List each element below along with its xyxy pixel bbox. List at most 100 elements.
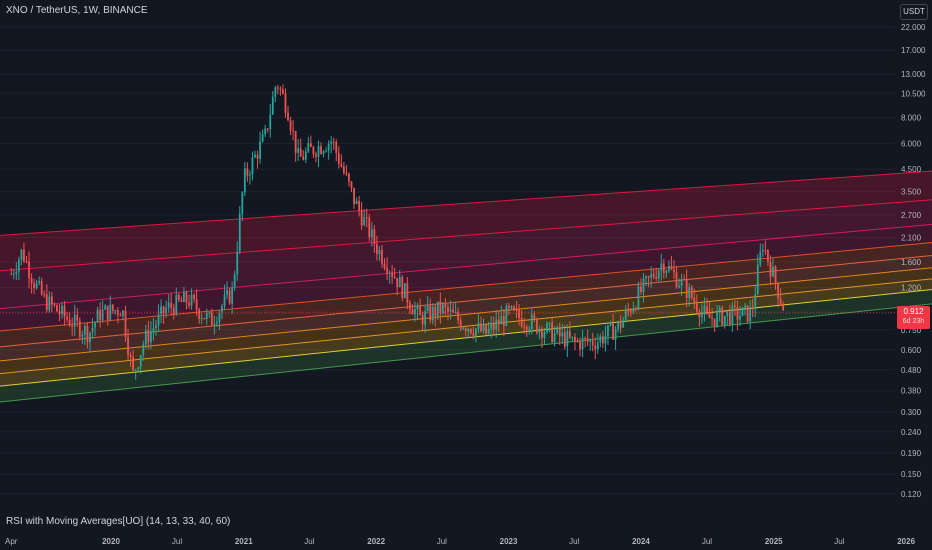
candle-body	[421, 315, 424, 325]
candle-body	[546, 323, 548, 333]
candle-body	[23, 249, 25, 262]
candle-body	[160, 306, 162, 315]
candle-body	[431, 306, 434, 321]
candle-body	[213, 323, 216, 326]
x-tick-label: Jul	[702, 537, 712, 546]
symbol-title: XNO / TetherUS, 1W, BINANCE	[6, 5, 148, 16]
candle-body	[249, 174, 251, 176]
candle-body	[238, 213, 241, 252]
candle-body	[398, 276, 401, 288]
candle-body	[96, 309, 99, 323]
candle-body	[640, 286, 642, 292]
candle-body	[150, 331, 152, 343]
candle-body	[127, 337, 129, 356]
candle-body	[282, 89, 284, 94]
candle-body	[86, 326, 89, 343]
candle-body	[754, 294, 757, 310]
candle-body	[353, 187, 355, 205]
band-line	[0, 199, 932, 272]
candle-body	[340, 163, 343, 167]
candle-body	[373, 229, 376, 245]
y-tick-label: 0.300	[901, 408, 922, 417]
candle-body	[668, 265, 670, 272]
candle-body	[749, 308, 752, 322]
band-fill	[0, 224, 932, 331]
candle-body	[739, 315, 741, 320]
candle-body	[515, 309, 518, 311]
y-tick-label: 1.200	[901, 284, 922, 293]
candle-body	[292, 130, 294, 132]
candle-body	[492, 323, 495, 330]
x-tick-label: Jul	[304, 537, 314, 546]
candle-body	[142, 344, 145, 356]
candle-body	[655, 277, 658, 279]
x-tick-label: Jul	[172, 537, 182, 546]
candle-body	[345, 172, 348, 174]
candle-body	[370, 229, 373, 238]
last-price: 0.912	[903, 307, 924, 316]
candle-body	[741, 307, 744, 316]
candle-body	[535, 318, 538, 333]
candle-body	[485, 324, 487, 334]
y-tick-label: 3.500	[901, 188, 922, 197]
candle-body	[309, 143, 312, 147]
candle-body	[193, 294, 195, 299]
candle-body	[772, 266, 774, 277]
candle-body	[68, 319, 71, 326]
candle-body	[563, 332, 566, 347]
candle-body	[363, 217, 366, 226]
candle-body	[38, 281, 41, 283]
y-tick-label: 0.750	[901, 326, 922, 335]
candle-body	[335, 141, 338, 153]
candle-body	[622, 319, 625, 328]
candle-body	[28, 261, 30, 279]
candle-body	[231, 287, 234, 304]
candle-body	[50, 296, 53, 305]
candle-body	[111, 304, 114, 311]
x-tick-label: Jul	[437, 537, 447, 546]
candle-body	[558, 327, 561, 337]
candle-body	[101, 309, 104, 321]
candle-body	[594, 345, 597, 350]
candle-body	[119, 314, 122, 317]
y-tick-label: 2.100	[901, 234, 922, 243]
candle-body	[721, 307, 724, 325]
candle-body	[416, 305, 419, 310]
candle-body	[675, 272, 678, 288]
candle-body	[109, 304, 112, 320]
candle-body	[83, 326, 86, 335]
candle-body	[58, 311, 61, 315]
candle-body	[304, 151, 307, 160]
candle-body	[574, 336, 576, 341]
candle-body	[452, 309, 454, 313]
candle-body	[612, 322, 614, 340]
candle-body	[746, 305, 749, 322]
y-tick-label: 10.500	[901, 89, 926, 98]
candle-body	[358, 200, 361, 211]
candle-body	[261, 134, 264, 142]
candle-body	[73, 314, 76, 327]
candle-body	[497, 319, 500, 325]
y-tick-label: 13.000	[901, 70, 926, 79]
candle-body	[683, 279, 686, 281]
candle-body	[688, 287, 691, 299]
candle-body	[172, 307, 175, 315]
candle-body	[129, 355, 132, 357]
currency-button[interactable]: USDT	[900, 4, 928, 20]
candle-body	[391, 272, 394, 277]
candle-body	[586, 338, 589, 342]
candle-body	[647, 276, 650, 278]
candle-body	[256, 154, 259, 159]
candle-body	[10, 273, 13, 275]
candle-body	[122, 310, 124, 317]
candle-body	[236, 251, 239, 275]
x-tick-label: 2026	[897, 537, 915, 546]
candle-body	[294, 130, 297, 153]
candle-body	[457, 312, 460, 321]
candle-body	[482, 324, 485, 332]
candle-body	[40, 281, 43, 295]
candle-body	[162, 306, 165, 314]
band-line	[0, 303, 932, 403]
candle-body	[53, 304, 56, 306]
